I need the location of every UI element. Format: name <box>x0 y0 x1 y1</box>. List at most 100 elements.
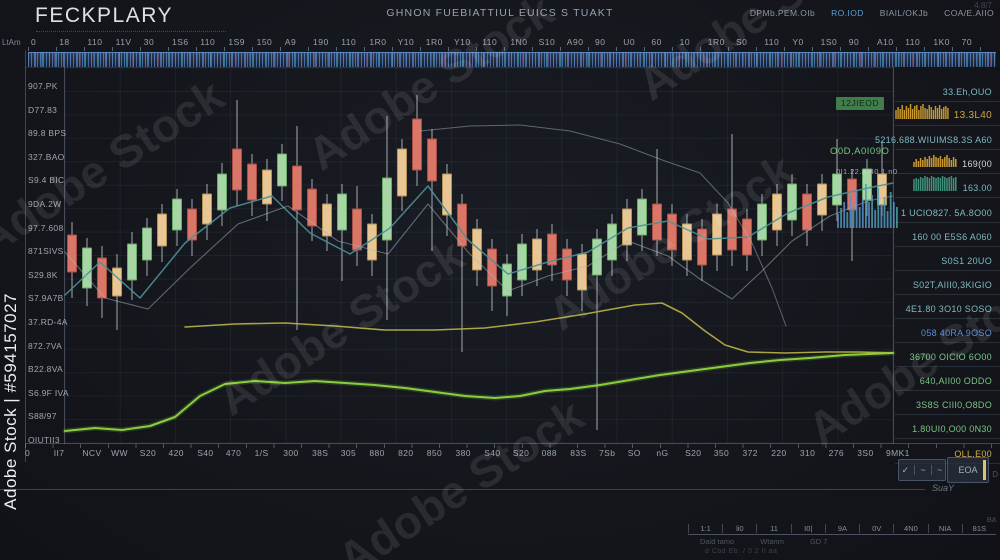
candlestick <box>547 233 557 266</box>
ruler-tick-label: S10 <box>538 37 556 47</box>
candlestick <box>682 223 692 261</box>
y-axis-label: S88/97 <box>28 411 57 422</box>
ruler-tick-label: S0 <box>736 37 748 47</box>
candlestick <box>322 203 332 237</box>
x-axis-label: WW <box>111 448 128 458</box>
quote-value: 058 40RA 9OSO <box>921 328 992 339</box>
ruler-tick-label: 1S0 <box>820 37 838 47</box>
divider <box>914 465 916 475</box>
watermark-tile: Adobe Stock <box>328 388 593 560</box>
y-axis-label: 871SIVS <box>28 246 64 257</box>
chart-border-right <box>893 66 894 444</box>
candlestick <box>367 223 377 261</box>
top-ruler-ticks <box>28 47 994 51</box>
quote-panel-row: 160 00 E5S6 A060 <box>895 222 1000 247</box>
x-axis-label: 0 <box>25 448 31 458</box>
candlestick <box>232 148 242 191</box>
indicator-yellow <box>184 302 894 354</box>
quote-panel: 33.Eh,OUO 13.3L40 5216.688.WIUIMS8.3S A60 1… <box>875 77 1000 464</box>
menu-item-3[interactable]: BIAIL/OKJb <box>879 8 929 18</box>
candlestick <box>787 183 797 221</box>
y-axis-label: S7.9A7B <box>28 293 64 304</box>
candlestick <box>607 223 617 261</box>
x-axis-label: 350 <box>713 448 730 458</box>
candlestick <box>382 177 392 241</box>
x-axis-label: S20 <box>139 448 157 458</box>
ruler-tick-label: 60 <box>651 37 662 47</box>
page-title: FECKPLARY <box>35 4 173 27</box>
ruler-tick-label: 1R0 <box>425 37 443 47</box>
zoom-scale-label: 1:1 <box>688 523 722 533</box>
ruler-tick-label: 110 <box>764 37 780 47</box>
ruler-tick-label: 110 <box>905 37 921 47</box>
candlestick <box>292 165 302 211</box>
indicator-green-glow <box>62 350 896 434</box>
quote-panel-row: 169(00 <box>895 149 1000 175</box>
zoom-scale-label: 0V <box>859 523 893 533</box>
quote-value: 1.80UI0,O00 0N30 <box>912 424 992 435</box>
chart-tools-box[interactable]: ✓ ~ ~ <box>898 459 946 481</box>
quote-value: 4E1.80 3O10 SOSO <box>905 303 992 314</box>
wave-icon[interactable]: ~ <box>937 465 943 475</box>
candlestick <box>832 173 842 206</box>
zoom-scale-label: 81S <box>961 523 996 533</box>
menu-item-4[interactable]: COA/E.AIIO <box>944 8 994 18</box>
menu-item-1[interactable]: DPMb.PEM.OIb <box>749 8 816 18</box>
ruler-tick-label: Y10 <box>397 37 415 47</box>
ruler-tick-label: 30 <box>143 37 155 47</box>
ruler-tick-label: 1S9 <box>228 37 246 47</box>
x-axis-label: 1/S <box>254 448 269 458</box>
ruler-tick-label: 1R0 <box>369 37 387 47</box>
x-axis-ticks <box>25 444 1000 448</box>
candlestick <box>622 208 632 246</box>
quote-value: 36700 OICIO 6O00 <box>909 352 992 363</box>
x-axis-label: S40 <box>197 448 214 458</box>
ruler-tick-label: U0 <box>623 37 636 47</box>
quote-value: 160 00 E5S6 A060 <box>912 231 992 242</box>
y-axis-label: 872.7VA <box>28 340 63 351</box>
candlestick <box>457 203 467 247</box>
quote-value: 640,AII00 ODDO <box>919 376 992 387</box>
menu-item-2[interactable]: RO.IOD <box>831 8 864 18</box>
ruler-unit-label: LtAm <box>2 38 21 47</box>
selector-highlight-bar <box>983 460 986 480</box>
candlestick <box>577 253 587 291</box>
y-axis-label: OIUTII3 <box>28 435 60 445</box>
wave-icon[interactable]: ~ <box>920 465 926 475</box>
indicator-selector-box[interactable]: EOA <box>947 457 989 483</box>
candlestick <box>277 153 287 187</box>
scale-border-left <box>25 50 26 462</box>
x-axis-label: NCV <box>82 448 102 458</box>
zoom-scale-ruler[interactable]: 1:1 li0 11 I0| 9A 0V 4N0 NIA 81S <box>688 522 996 535</box>
quote-panel-row: 640,AII00 ODDO <box>895 366 1000 392</box>
watermark-tile: Adobe Stock <box>0 68 233 266</box>
x-axis-label: 420 <box>168 448 184 458</box>
ruler-tick-label: 190 <box>313 37 329 47</box>
watermark-tile: Adobe Stock <box>298 0 563 181</box>
quote-value: 13.3L40 <box>953 110 992 122</box>
candlestick <box>532 238 542 271</box>
crosshair-label: 0I1.22.A.40 1.n0 <box>836 167 898 176</box>
indicator-selector-label[interactable]: EOA <box>958 465 978 475</box>
quote-panel-row: S0S1 20UO <box>895 246 1000 271</box>
candlestick <box>142 227 152 261</box>
x-axis-label: 38S <box>312 448 329 458</box>
check-icon[interactable]: ✓ <box>901 464 910 475</box>
candlestick <box>217 173 227 211</box>
quote-value: 1 UCIO827. 5A.8O00 <box>901 207 992 218</box>
ruler-tick-label: 110 <box>341 37 357 47</box>
candlestick <box>157 213 167 247</box>
quote-value: S0S1 20UO <box>941 255 992 266</box>
candlestick <box>412 118 422 171</box>
candlestick <box>802 193 812 231</box>
x-axis-label: 380 <box>455 448 471 458</box>
watermark-tile: Adobe Stock <box>538 143 803 341</box>
zoom-scale-label: 4N0 <box>893 523 927 533</box>
x-axis-label: 470 <box>225 448 242 458</box>
minimap-scrollbar[interactable] <box>28 52 996 67</box>
y-axis-label: 37.RD-4A <box>28 317 68 327</box>
x-axis-label: 3S0 <box>857 448 874 458</box>
footer-divider <box>0 489 925 490</box>
y-axis-label: D77.83 <box>28 104 58 115</box>
